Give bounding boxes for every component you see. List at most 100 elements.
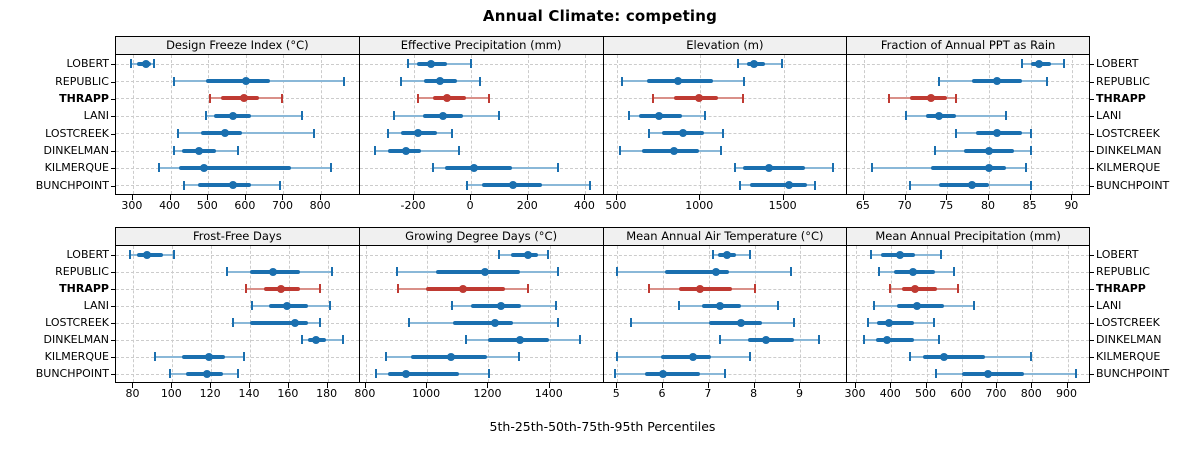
interquartile-bar [436, 269, 520, 274]
whisker-cap-high [1030, 352, 1033, 361]
whisker-cap-high [450, 128, 453, 138]
median-dot [458, 284, 467, 293]
interquartile-bar [197, 183, 251, 188]
interquartile-bar [660, 354, 712, 359]
gridline-vertical [947, 55, 949, 194]
x-tick-mark [904, 195, 906, 200]
median-dot [654, 111, 663, 120]
x-tick-label: 800 [354, 387, 376, 400]
site-label-right: LOSTCREEK [1096, 316, 1160, 329]
whisker-cap-high [973, 301, 976, 310]
gridline-vertical [471, 55, 473, 194]
whisker-cap-low [451, 301, 453, 310]
gridline-vertical [132, 55, 134, 194]
x-tick-label: 400 [159, 199, 181, 212]
whisker-cap-low [128, 250, 131, 259]
gridline-vertical [863, 55, 865, 194]
gridline-horizontal [116, 288, 359, 290]
whisker-cap-high [547, 250, 550, 259]
gridline-horizontal [116, 305, 359, 307]
median-dot [239, 94, 248, 103]
median-dot [228, 181, 237, 190]
x-tick-label: 120 [199, 387, 221, 400]
gridline-vertical [327, 246, 329, 382]
x-tick-label: 100 [160, 387, 182, 400]
whisker-cap-high [776, 301, 779, 310]
x-tick-mark [413, 195, 414, 200]
percentile-whisker [178, 132, 314, 135]
x-tick-mark [364, 383, 366, 388]
percentile-whisker [206, 114, 303, 117]
x-tick-mark [527, 195, 529, 200]
x-tick-label: 800 [309, 199, 331, 212]
interquartile-bar [747, 337, 794, 342]
gridline-vertical [856, 246, 858, 382]
whisker-cap-high [518, 352, 521, 361]
gridline-horizontal [359, 133, 603, 135]
whisker-cap-low [466, 180, 469, 190]
median-dot [993, 77, 1002, 86]
panel-strip: Fraction of Annual PPT as Rain [846, 36, 1090, 55]
y-tick-mark [111, 81, 115, 83]
whisker-cap-low [933, 146, 936, 156]
site-label-left: LOSTCREEK [45, 316, 109, 329]
gridline-vertical [783, 55, 785, 194]
median-dot [221, 129, 230, 138]
median-dot [883, 335, 892, 344]
gridline-vertical [585, 55, 587, 194]
median-dot [885, 318, 894, 327]
whisker-cap-high [318, 318, 321, 327]
whisker-cap-high [556, 163, 559, 173]
whisker-cap-high [937, 335, 940, 344]
gridline-vertical [905, 55, 907, 194]
site-label-right: LANI [1096, 299, 1122, 312]
whisker-cap-low [619, 146, 622, 156]
x-tick-label: 80 [125, 387, 140, 400]
x-tick-label: 0 [466, 199, 474, 212]
whisker-cap-low [736, 59, 739, 69]
panel-strip-title: Frost-Free Days [193, 229, 282, 243]
panel-plot-area [358, 246, 603, 383]
interquartile-bar [182, 354, 225, 359]
whisker-cap-low [935, 369, 938, 378]
x-tick-label: 1400 [534, 387, 563, 400]
gridline-horizontal [359, 63, 603, 65]
gridline-vertical [800, 246, 802, 382]
whisker-cap-high [1004, 111, 1007, 121]
gridline-horizontal [603, 63, 847, 65]
whisker-cap-high [749, 352, 752, 361]
median-dot [926, 94, 935, 103]
whisker-cap-high [243, 352, 246, 361]
whisker-cap-low [647, 128, 650, 138]
site-label-right: BUNCHPOINT [1096, 367, 1170, 380]
site-label-left: LANI [83, 109, 109, 123]
gridline-vertical [245, 55, 247, 194]
gridline-vertical [321, 55, 323, 194]
x-tick-mark [1031, 383, 1033, 388]
whisker-cap-low [877, 267, 880, 276]
panel-strip-title: Elevation (m) [686, 38, 764, 52]
whisker-cap-high [817, 335, 820, 344]
median-dot [194, 146, 203, 155]
gridline-vertical [528, 55, 530, 194]
whisker-cap-low [1021, 59, 1024, 69]
median-dot [984, 163, 993, 172]
whisker-cap-low [395, 267, 398, 276]
gridline-horizontal [847, 288, 1089, 290]
x-tick-label: 5 [612, 387, 620, 400]
whisker-cap-high [342, 335, 345, 344]
whisker-cap-low [417, 93, 420, 103]
median-dot [442, 94, 451, 103]
whisker-cap-low [225, 267, 228, 276]
whisker-cap-high [237, 369, 240, 378]
panel-strip: Frost-Free Days [115, 227, 359, 246]
x-tick-label: 600 [234, 199, 256, 212]
whisker-cap-low [498, 250, 501, 259]
x-tick-label: 85 [1022, 199, 1037, 212]
x-tick-mark [862, 195, 864, 200]
x-tick-mark [925, 383, 927, 388]
whisker-cap-low [887, 93, 890, 103]
panel-strip: Mean Annual Precipitation (mm) [846, 227, 1090, 246]
interquartile-bar [471, 303, 522, 308]
whisker-cap-low [613, 369, 616, 378]
